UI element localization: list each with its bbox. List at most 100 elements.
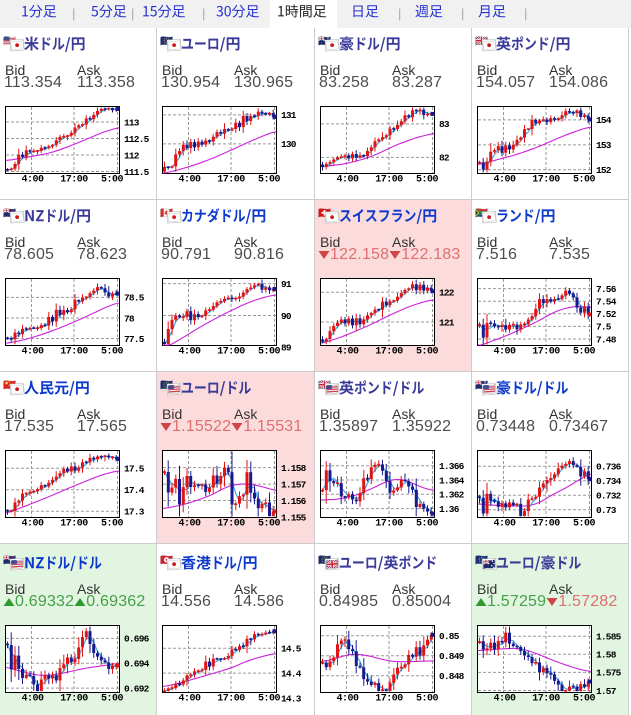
svg-text:4:00: 4:00 [336,347,359,358]
svg-text:5:00: 5:00 [258,347,281,358]
svg-text:0.734: 0.734 [596,476,622,487]
svg-text:1.585: 1.585 [596,632,622,643]
svg-text:17:00: 17:00 [375,175,403,186]
svg-text:0.692: 0.692 [124,683,150,694]
svg-text:17.4: 17.4 [124,485,145,496]
svg-text:1.155: 1.155 [281,512,307,523]
svg-text:7.5: 7.5 [596,322,612,333]
svg-text:17:00: 17:00 [375,519,403,530]
svg-text:5:00: 5:00 [416,175,439,186]
svg-text:14.4: 14.4 [281,668,302,679]
svg-text:1.156: 1.156 [281,496,307,507]
svg-text:153: 153 [596,140,612,151]
svg-text:5:00: 5:00 [416,347,439,358]
svg-text:78: 78 [124,313,135,324]
svg-text:4:00: 4:00 [336,175,359,186]
svg-text:7.52: 7.52 [596,309,617,320]
svg-text:121: 121 [439,317,455,328]
svg-text:17:00: 17:00 [217,694,245,705]
svg-text:111.5: 111.5 [124,167,150,178]
svg-text:17:00: 17:00 [217,175,245,186]
svg-text:4:00: 4:00 [493,519,516,530]
svg-text:4:00: 4:00 [178,519,201,530]
svg-text:17:00: 17:00 [375,694,403,705]
svg-text:1.366: 1.366 [439,461,465,472]
svg-text:83: 83 [439,119,450,130]
svg-text:4:00: 4:00 [21,519,44,530]
svg-text:5:00: 5:00 [573,694,596,705]
svg-text:1.157: 1.157 [281,479,307,490]
svg-text:4:00: 4:00 [178,694,201,705]
svg-text:5:00: 5:00 [258,175,281,186]
svg-text:0.694: 0.694 [124,659,150,670]
svg-text:7.54: 7.54 [596,297,617,308]
svg-text:17:00: 17:00 [532,175,560,186]
svg-text:5:00: 5:00 [258,694,281,705]
svg-text:17:00: 17:00 [60,347,88,358]
svg-text:7.56: 7.56 [596,284,617,295]
svg-text:1.362: 1.362 [439,490,465,501]
svg-text:5:00: 5:00 [573,347,596,358]
svg-text:1.57: 1.57 [596,686,617,697]
svg-text:0.73: 0.73 [596,505,617,516]
svg-text:17:00: 17:00 [375,347,403,358]
svg-text:5:00: 5:00 [101,694,124,705]
svg-text:1.36: 1.36 [439,504,460,515]
svg-text:17:00: 17:00 [217,519,245,530]
svg-text:0.696: 0.696 [124,634,150,645]
svg-text:14.3: 14.3 [281,693,302,704]
svg-text:0.848: 0.848 [439,671,465,682]
svg-text:7.48: 7.48 [596,334,617,345]
svg-text:112.5: 112.5 [124,134,150,145]
svg-text:4:00: 4:00 [21,694,44,705]
svg-text:5:00: 5:00 [101,175,124,186]
svg-text:17:00: 17:00 [217,347,245,358]
svg-text:5:00: 5:00 [416,694,439,705]
svg-text:4:00: 4:00 [336,694,359,705]
svg-text:1.158: 1.158 [281,463,307,474]
svg-text:1.364: 1.364 [439,475,465,486]
svg-text:5:00: 5:00 [573,519,596,530]
svg-text:4:00: 4:00 [178,175,201,186]
svg-text:1.58: 1.58 [596,650,617,661]
svg-text:113: 113 [124,117,140,128]
svg-text:82: 82 [439,153,450,164]
svg-text:17:00: 17:00 [60,519,88,530]
svg-text:131: 131 [281,110,297,121]
svg-text:17.5: 17.5 [124,464,145,475]
svg-text:4:00: 4:00 [178,347,201,358]
svg-text:5:00: 5:00 [101,347,124,358]
svg-text:0.732: 0.732 [596,491,622,502]
svg-text:154: 154 [596,115,612,126]
svg-text:0.736: 0.736 [596,462,622,473]
svg-text:5:00: 5:00 [416,519,439,530]
svg-text:17:00: 17:00 [60,694,88,705]
svg-text:1.575: 1.575 [596,668,622,679]
svg-text:130: 130 [281,139,297,150]
svg-text:77.5: 77.5 [124,334,145,345]
svg-text:4:00: 4:00 [336,519,359,530]
svg-text:4:00: 4:00 [21,347,44,358]
svg-text:4:00: 4:00 [493,175,516,186]
svg-text:5:00: 5:00 [101,519,124,530]
svg-text:90: 90 [281,311,292,322]
svg-text:112: 112 [124,150,140,161]
svg-text:17:00: 17:00 [532,347,560,358]
svg-text:0.85: 0.85 [439,631,460,642]
svg-text:4:00: 4:00 [493,694,516,705]
svg-text:17:00: 17:00 [532,519,560,530]
svg-text:5:00: 5:00 [258,519,281,530]
svg-text:5:00: 5:00 [573,175,596,186]
svg-text:91: 91 [281,279,292,290]
svg-text:4:00: 4:00 [21,175,44,186]
svg-text:17:00: 17:00 [60,175,88,186]
svg-text:89: 89 [281,343,292,354]
svg-text:17.3: 17.3 [124,507,145,518]
svg-text:78.5: 78.5 [124,293,145,304]
svg-text:152: 152 [596,165,612,176]
svg-text:14.5: 14.5 [281,644,302,655]
svg-text:122: 122 [439,288,455,299]
svg-text:0.849: 0.849 [439,651,465,662]
svg-text:4:00: 4:00 [493,347,516,358]
svg-text:17:00: 17:00 [532,694,560,705]
